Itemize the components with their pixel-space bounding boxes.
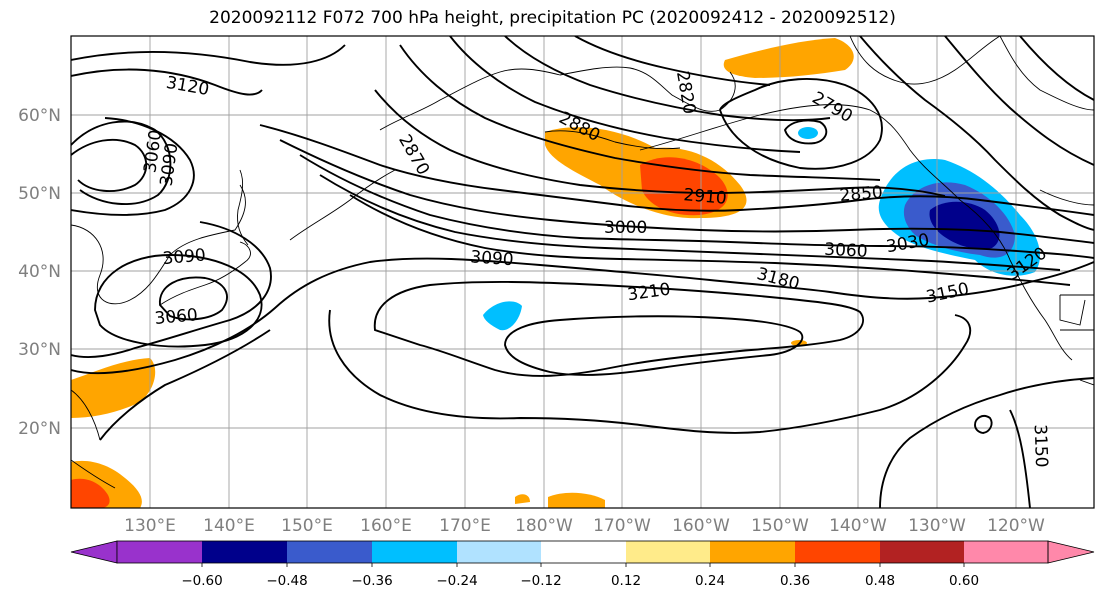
- colorbar-tick-label: −0.60: [181, 573, 222, 589]
- contour-label: 2910: [683, 185, 728, 209]
- colorbar-tick-label: 0.12: [611, 573, 641, 589]
- latitude-label: 60°N: [18, 106, 61, 126]
- graticule: [71, 36, 1094, 508]
- precip-positive-area: [723, 38, 854, 78]
- map-panel: [71, 36, 1094, 508]
- colorbar-tick-label: 0.36: [780, 573, 810, 589]
- contour-label: 3090: [470, 247, 515, 270]
- colorbar-bin: [457, 541, 541, 563]
- map-frame: [70, 35, 1095, 509]
- contour-label: 2850: [839, 182, 884, 206]
- longitude-label: 140°W: [829, 516, 887, 536]
- colorbar-bin: [202, 541, 287, 563]
- longitude-label: 170°E: [439, 516, 491, 536]
- precip-very-strong-negative-area: [929, 201, 1000, 250]
- precip-positive-area: [515, 494, 530, 504]
- page-title: 2020092112 F072 700 hPa height, precipit…: [209, 8, 896, 28]
- colorbar-tick-label: −0.12: [520, 573, 561, 589]
- colorbar-bin: [626, 541, 710, 563]
- latitude-label: 20°N: [18, 419, 61, 439]
- colorbar-bin: [710, 541, 795, 563]
- height-contours: [71, 36, 1094, 508]
- colorbar-extend-high: [1047, 540, 1095, 564]
- contour-label: 3000: [604, 218, 647, 238]
- latitude-axis: 60°N 50°N 40°N 30°N 20°N: [18, 106, 61, 439]
- longitude-label: 130°W: [908, 516, 966, 536]
- precip-strong-positive-area: [71, 478, 110, 508]
- longitude-label: 180°W: [515, 516, 573, 536]
- contour-label: 3060: [824, 240, 868, 262]
- precip-negative-area: [483, 301, 522, 331]
- longitude-label: 120°W: [987, 516, 1045, 536]
- colorbar-bin: [287, 541, 372, 563]
- latitude-label: 50°N: [18, 184, 61, 204]
- longitude-label: 140°E: [203, 516, 255, 536]
- colorbar-tick-label: 0.24: [695, 573, 725, 589]
- colorbar-tick-label: 0.60: [949, 573, 979, 589]
- longitude-label: 150°W: [751, 516, 809, 536]
- contour-label: 3150: [1030, 424, 1051, 468]
- colorbar-tick-label: −0.48: [266, 573, 307, 589]
- contour-label: 3090: [162, 245, 207, 269]
- colorbar-tick-label: −0.36: [351, 573, 392, 589]
- colorbar-tick-label: 0.48: [865, 573, 895, 589]
- colorbar-bin: [880, 541, 964, 563]
- longitude-label: 130°E: [124, 516, 176, 536]
- precip-positive-area: [548, 492, 605, 508]
- longitude-axis: 130°E 140°E 150°E 160°E 170°E 180°W 170°…: [124, 516, 1045, 536]
- colorbar-bin: [964, 541, 1048, 563]
- colorbar-extend-low: [70, 540, 118, 564]
- colorbar-bin: [795, 541, 880, 563]
- latitude-label: 40°N: [18, 262, 61, 282]
- colorbar: −0.60 −0.48 −0.36 −0.24 −0.12 0.12 0.24 …: [70, 540, 1095, 589]
- colorbar-bin: [117, 541, 202, 563]
- contour-label: 3060: [154, 305, 199, 329]
- colorbar-bin: [372, 541, 457, 563]
- precip-negative-area: [798, 127, 818, 139]
- colorbar-tick-label: −0.24: [436, 573, 477, 589]
- longitude-label: 150°E: [281, 516, 333, 536]
- longitude-label: 170°W: [593, 516, 651, 536]
- latitude-label: 30°N: [18, 340, 61, 360]
- colorbar-bin: [541, 541, 626, 563]
- longitude-label: 160°W: [672, 516, 730, 536]
- longitude-label: 160°E: [360, 516, 412, 536]
